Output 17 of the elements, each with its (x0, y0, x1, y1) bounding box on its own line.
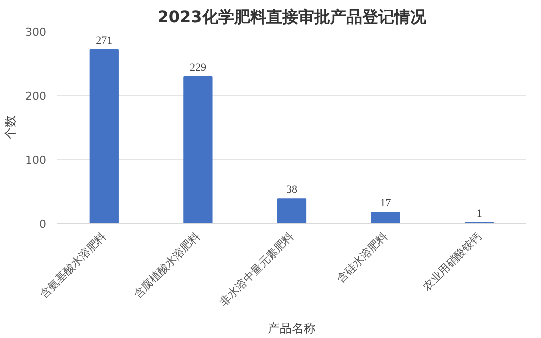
y-tick-label: 100 (26, 154, 47, 167)
data-label: 271 (96, 35, 113, 48)
data-label: 17 (380, 198, 392, 210)
x-tick-label: 含腐植酸水溶肥料 (131, 230, 203, 302)
x-axis-title: 产品名称 (268, 322, 316, 336)
x-tick-label: 含氨基酸水溶肥料 (38, 230, 109, 302)
x-tick-label: 非水溶中量元素肥料 (217, 230, 297, 310)
y-tick-label: 300 (26, 26, 47, 39)
y-axis-title: 个数 (4, 116, 18, 140)
x-tick-label: 农业用硝酸铵钙 (420, 230, 484, 294)
data-label: 1 (476, 208, 482, 220)
data-label: 38 (286, 184, 298, 196)
x-tick-label: 含硅水溶肥料 (334, 230, 390, 286)
y-tick-label: 200 (26, 90, 47, 103)
y-tick-label: 0 (40, 218, 46, 231)
data-label: 229 (190, 62, 207, 74)
chart-title: 2023化学肥料直接审批产品登记情况 (158, 8, 428, 26)
